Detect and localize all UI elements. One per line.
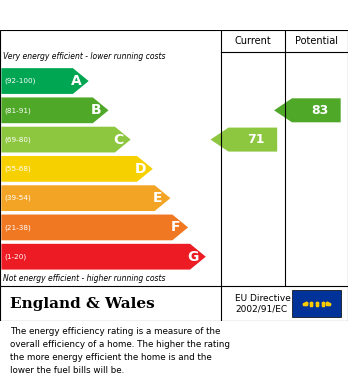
Polygon shape [1, 127, 130, 152]
Text: (1-20): (1-20) [4, 253, 26, 260]
Polygon shape [211, 127, 277, 152]
Text: Not energy efficient - higher running costs: Not energy efficient - higher running co… [3, 274, 166, 283]
Text: (69-80): (69-80) [4, 136, 31, 143]
Polygon shape [1, 215, 188, 240]
Text: (55-68): (55-68) [4, 166, 31, 172]
Bar [292, 291, 341, 317]
Text: (81-91): (81-91) [4, 107, 31, 113]
Text: Very energy efficient - lower running costs: Very energy efficient - lower running co… [3, 52, 166, 61]
Text: (92-100): (92-100) [4, 78, 35, 84]
Text: EU Directive: EU Directive [235, 294, 291, 303]
Text: B: B [90, 103, 101, 117]
Text: D: D [134, 162, 146, 176]
Text: Energy Efficiency Rating: Energy Efficiency Rating [10, 7, 213, 22]
Text: The energy efficiency rating is a measure of the
overall efficiency of a home. T: The energy efficiency rating is a measur… [10, 327, 230, 375]
Polygon shape [1, 97, 109, 123]
Polygon shape [1, 156, 153, 182]
Polygon shape [1, 68, 89, 94]
Polygon shape [1, 185, 171, 211]
Text: 2002/91/EC: 2002/91/EC [235, 305, 287, 314]
Text: (21-38): (21-38) [4, 224, 31, 231]
Text: (39-54): (39-54) [4, 195, 31, 201]
Text: G: G [188, 250, 199, 264]
Text: F: F [171, 221, 180, 235]
Polygon shape [274, 98, 341, 122]
Text: 83: 83 [311, 104, 329, 117]
Text: A: A [71, 74, 81, 88]
Text: Current: Current [235, 36, 271, 46]
Polygon shape [1, 244, 206, 269]
Text: 71: 71 [247, 133, 265, 146]
Text: Potential: Potential [295, 36, 338, 46]
Text: C: C [113, 133, 123, 147]
Text: E: E [153, 191, 163, 205]
Text: England & Wales: England & Wales [10, 297, 155, 311]
